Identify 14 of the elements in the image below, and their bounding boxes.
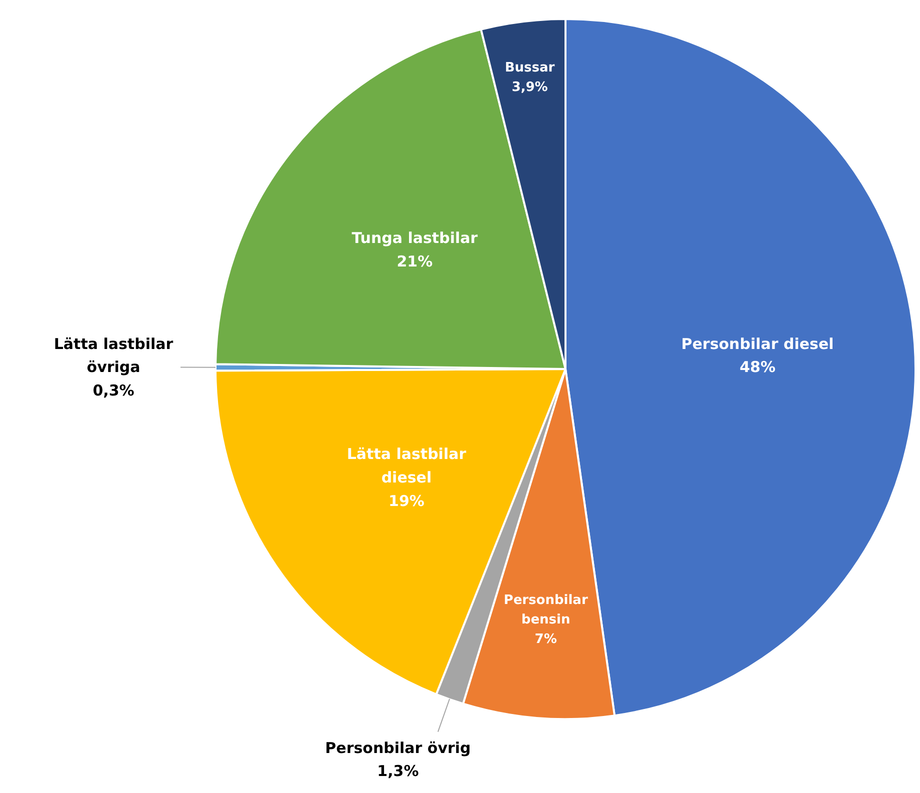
data-label: 3,9% xyxy=(512,80,548,95)
data-label: 1,3% xyxy=(377,762,419,780)
data-label: 21% xyxy=(396,252,433,270)
slice-label: Personbilar övrig xyxy=(325,738,471,757)
data-label: 48% xyxy=(740,358,776,376)
data-label: 19% xyxy=(388,492,424,510)
slice-label: Personbilar bensin xyxy=(504,592,588,628)
slice-label: Lätta lastbilar diesel xyxy=(346,444,467,486)
data-label: 7% xyxy=(534,632,557,647)
slice-label: Lätta lastbilar övriga xyxy=(54,334,174,376)
slice-label: Bussar xyxy=(504,60,556,76)
data-label: 0,3% xyxy=(92,382,134,400)
slice-label: Tunga lastbilar xyxy=(352,228,478,247)
slice-label: Personbilar diesel xyxy=(681,334,834,353)
